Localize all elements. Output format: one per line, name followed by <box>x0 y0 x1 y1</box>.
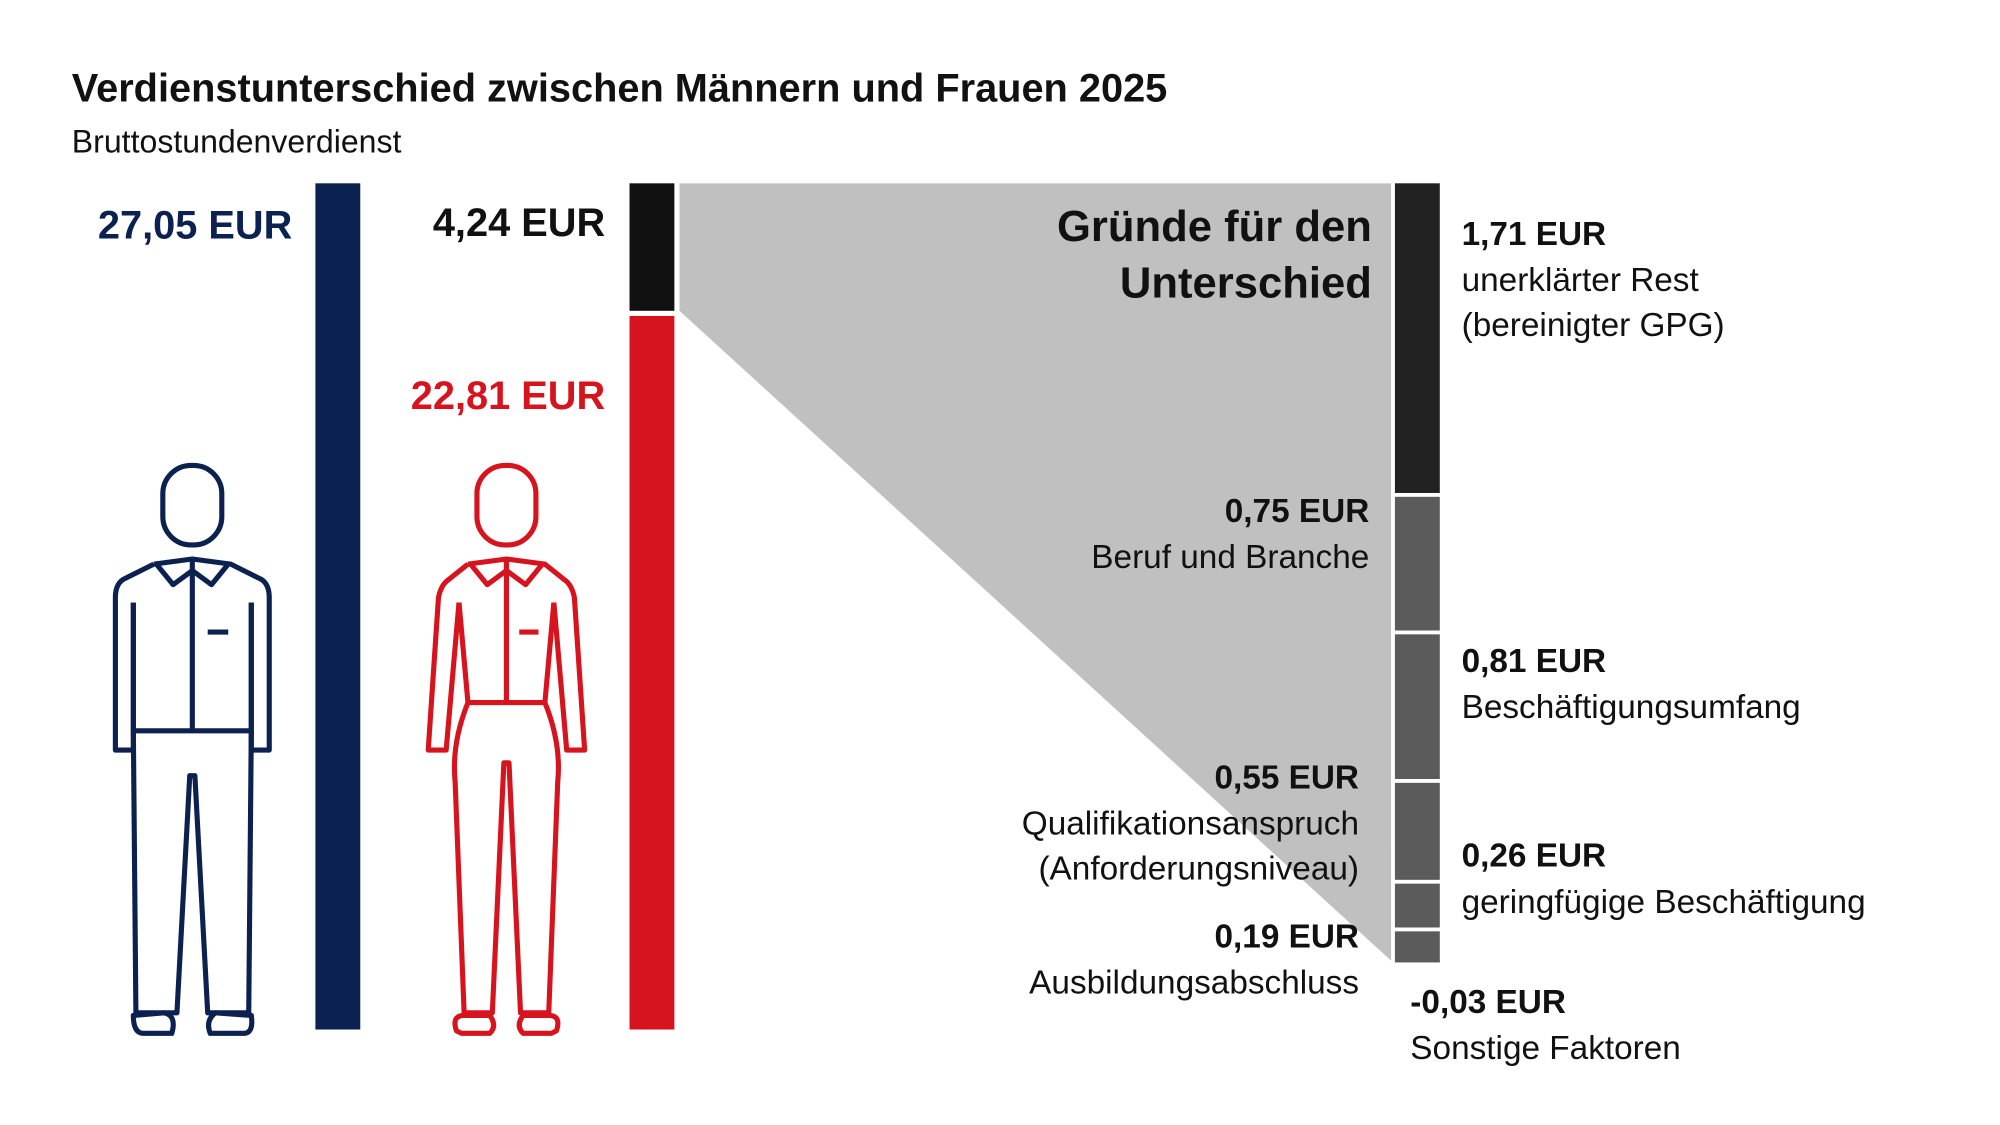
value-label: 27,05 EUR <box>97 202 293 248</box>
breakdown-segment <box>1394 883 1440 928</box>
breakdown-category: Beruf und Branche <box>1091 537 1370 576</box>
breakdown-segment <box>1394 634 1440 779</box>
earnings-bar <box>629 315 675 1030</box>
breakdown-category: Ausbildungsabschluss <box>1029 962 1360 1002</box>
breakdown-segment <box>1394 931 1440 963</box>
breakdown-category: Sonstige Faktoren <box>1410 1028 1681 1067</box>
breakdown-segment <box>1394 183 1440 493</box>
value-label: 22,81 EUR <box>410 373 606 419</box>
breakdown-value-label: 0,55 EUR <box>1214 757 1360 797</box>
breakdown-value-label: -0,03 EUR <box>1410 982 1566 1021</box>
breakdown-value-label: 0,81 EUR <box>1461 641 1607 680</box>
chart-title: Verdienstunterschied zwischen Männern un… <box>71 65 1168 111</box>
gap-bar <box>629 183 675 311</box>
breakdown-value-label: 0,26 EUR <box>1461 835 1607 875</box>
breakdown-value-label: 1,71 EUR <box>1461 214 1607 253</box>
breakdown-segment <box>1394 496 1440 631</box>
breakdown-segment <box>1394 782 1440 880</box>
earnings-bar <box>315 183 361 1030</box>
breakdown-value-label: 0,75 EUR <box>1224 491 1370 530</box>
breakdown-title: Gründe für den Unterschied <box>1057 202 1372 308</box>
gap-label: 4,24 EUR <box>432 199 606 245</box>
woman-icon <box>425 462 588 1036</box>
breakdown-category: unerklärter Rest (bereinigter GPG) <box>1461 260 1725 344</box>
breakdown-category: Beschäftigungsumfang <box>1461 687 1801 726</box>
breakdown-value-label: 0,19 EUR <box>1214 916 1360 956</box>
breakdown-category: Qualifikationsanspruch (Anforderungsnive… <box>1021 803 1360 888</box>
chart-subtitle: Bruttostundenverdienst <box>71 124 402 161</box>
connector-band <box>679 183 1392 961</box>
breakdown-category: geringfügige Beschäftigung <box>1461 882 1866 921</box>
man-icon <box>112 462 272 1036</box>
breakdown-segment <box>1394 960 1440 963</box>
